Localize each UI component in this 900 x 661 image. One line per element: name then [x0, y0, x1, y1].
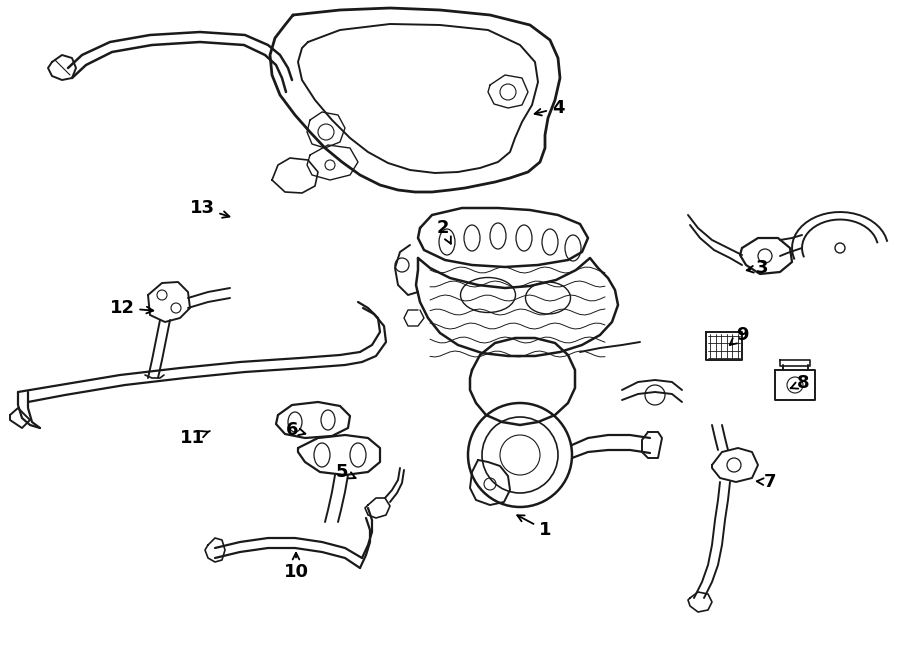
- Text: 8: 8: [790, 374, 809, 392]
- Text: 7: 7: [757, 473, 776, 491]
- Text: 11: 11: [179, 429, 210, 447]
- Text: 2: 2: [436, 219, 451, 244]
- Text: 5: 5: [336, 463, 356, 481]
- Text: 10: 10: [284, 553, 309, 581]
- Text: 9: 9: [730, 326, 748, 345]
- Text: 3: 3: [747, 259, 769, 277]
- Text: 1: 1: [518, 516, 551, 539]
- Text: 12: 12: [110, 299, 153, 317]
- Text: 6: 6: [286, 421, 305, 439]
- Text: 13: 13: [190, 199, 230, 217]
- Text: 4: 4: [535, 99, 564, 117]
